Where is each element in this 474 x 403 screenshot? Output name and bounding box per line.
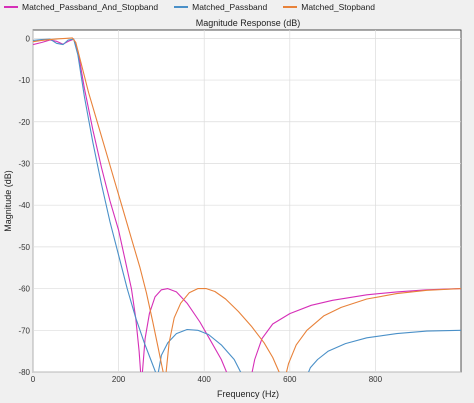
series-line — [165, 288, 280, 372]
x-tick-label: 600 — [283, 375, 297, 384]
legend-label: Matched_Stopband — [301, 1, 375, 12]
legend-label: Matched_Passband — [192, 1, 268, 12]
x-tick-label: 800 — [369, 375, 383, 384]
legend-label: Matched_Passband_And_Stopband — [22, 1, 159, 12]
y-tick-label: -40 — [18, 201, 30, 210]
series-line — [33, 38, 142, 372]
y-tick-label: -30 — [18, 159, 30, 168]
y-tick-label: 0 — [26, 34, 31, 43]
x-tick-label: 200 — [112, 375, 126, 384]
legend-swatch — [4, 5, 18, 8]
grid — [32, 30, 461, 373]
legend-swatch — [174, 5, 189, 8]
y-axis-label: Magnitude (dB) — [3, 170, 13, 232]
plot-area — [32, 29, 462, 373]
y-tick-label: -70 — [18, 326, 30, 335]
x-axis-label: Frequency (Hz) — [217, 389, 279, 399]
series-line — [251, 288, 461, 372]
y-tick-label: -10 — [18, 76, 30, 85]
legend-item: Matched_Passband — [174, 2, 267, 12]
y-tick-label: -20 — [18, 118, 30, 127]
y-tick-label: -60 — [18, 285, 30, 294]
legend-swatch — [283, 5, 298, 8]
y-tick-label: -80 — [18, 368, 30, 377]
series-line — [285, 288, 461, 372]
series-line — [308, 329, 461, 372]
legend-item: Matched_Passband_And_Stopband — [4, 2, 158, 12]
legend-item: Matched_Stopband — [283, 2, 375, 12]
y-tick-label: -50 — [18, 243, 30, 252]
series-line — [157, 328, 242, 372]
ticks: 0 200 400 600 800 0 -10 -20 -30 -40 -50 -60 -70 -80 — [18, 34, 382, 384]
x-tick-label: 400 — [198, 375, 212, 384]
chart: Magnitude Response (dB) 0 200 400 600 800 0 -1… — [3, 18, 462, 399]
series-line — [33, 37, 164, 372]
chart-title: Magnitude Response (dB) — [196, 18, 301, 28]
series-line — [33, 38, 157, 372]
series-group — [33, 37, 461, 372]
series-line — [141, 288, 228, 372]
x-tick-label: 0 — [31, 375, 36, 384]
legend: Matched_Passband_And_Stopband Matched_Pas… — [0, 0, 474, 13]
